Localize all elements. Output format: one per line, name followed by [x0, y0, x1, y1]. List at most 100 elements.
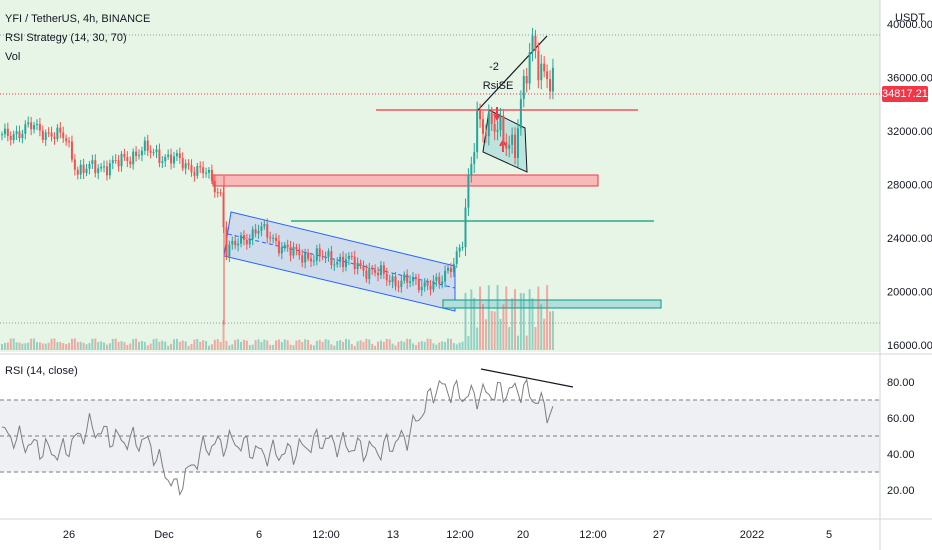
symbol-legend[interactable]: YFI / TetherUS, 4h, BINANCE — [5, 13, 151, 25]
volume-bar — [388, 339, 391, 350]
volume-bar — [68, 342, 71, 350]
volume-bar — [140, 340, 143, 350]
candle-body — [27, 122, 30, 125]
candle-body — [377, 272, 380, 276]
volume-bar — [59, 342, 62, 350]
candle-body — [269, 237, 272, 239]
volume-bar — [403, 341, 406, 350]
candle-body — [33, 125, 36, 130]
volume-bar — [234, 339, 237, 350]
volume-bar — [207, 345, 210, 350]
volume-bar — [283, 339, 286, 350]
volume-legend[interactable]: Vol — [5, 51, 21, 63]
candle-body — [21, 133, 24, 139]
candle-body — [178, 153, 181, 159]
candle-body — [1, 134, 3, 136]
volume-bar — [79, 341, 82, 350]
candle-body — [435, 276, 438, 281]
candle-body — [248, 239, 251, 245]
candle-body — [304, 252, 307, 263]
volume-bar — [170, 343, 173, 350]
candle-body — [225, 227, 228, 257]
candle-body — [406, 274, 409, 283]
volume-bar — [441, 341, 444, 350]
candle-body — [231, 240, 234, 245]
candle-body — [420, 287, 423, 291]
candle-body — [135, 151, 138, 157]
candle-body — [216, 192, 219, 194]
candle-body — [540, 63, 543, 81]
volume-bar — [350, 344, 353, 350]
volume-bar — [196, 338, 199, 350]
volume-bar — [30, 338, 33, 350]
candle-body — [549, 79, 552, 92]
volume-bar — [149, 343, 152, 350]
candle-body — [342, 256, 345, 268]
time-tick-label: Dec — [154, 529, 174, 541]
price-tick-label: 16000.00 — [887, 340, 932, 352]
candle-body — [347, 256, 350, 260]
candle-body — [379, 265, 382, 276]
candle-body — [502, 115, 505, 143]
rsi-legend[interactable]: RSI (14, close) — [5, 365, 78, 377]
candle-body — [353, 256, 356, 270]
time-tick-label: 5 — [826, 529, 832, 541]
rsi-tick-label: 80.00 — [887, 377, 915, 389]
candle-body — [219, 192, 222, 194]
volume-bar — [120, 341, 123, 350]
volume-bar — [105, 344, 108, 350]
volume-bar — [275, 340, 278, 350]
candle-body — [41, 130, 44, 140]
price-tick-label: 32000.00 — [887, 126, 932, 138]
time-tick-label: 12:00 — [312, 529, 340, 541]
volume-bar — [537, 286, 540, 350]
volume-bar — [301, 341, 304, 350]
time-tick-label: 13 — [387, 529, 399, 541]
strategy-legend[interactable]: RSI Strategy (14, 30, 70) — [5, 32, 127, 44]
volume-bar — [70, 338, 73, 350]
rsi-tick-label: 20.00 — [887, 485, 915, 497]
candle-body — [461, 247, 464, 249]
volume-bar — [382, 341, 385, 350]
signal-count: -2 — [489, 61, 499, 73]
candle-body — [414, 276, 417, 280]
volume-bar — [100, 341, 103, 350]
candle-body — [242, 235, 245, 240]
volume-bar — [543, 318, 546, 350]
candle-body — [438, 276, 441, 284]
volume-bar — [76, 342, 79, 350]
volume-bar — [50, 338, 53, 350]
candle-body — [205, 172, 208, 174]
candle-body — [158, 149, 161, 163]
volume-bar — [269, 344, 272, 350]
volume-bar — [167, 345, 170, 350]
volume-bar — [35, 342, 38, 350]
candle-body — [359, 262, 362, 266]
candle-body — [295, 247, 298, 250]
candle-body — [350, 256, 353, 258]
volume-bar — [412, 343, 415, 350]
time-tick-label: 20 — [517, 529, 529, 541]
candle-body — [228, 244, 231, 257]
volume-bar — [546, 285, 549, 350]
volume-bar — [551, 311, 554, 350]
price-tick-label: 40000.00 — [887, 19, 932, 31]
time-tick-label: 26 — [63, 529, 75, 541]
candle-body — [324, 256, 327, 258]
candle-body — [446, 267, 449, 271]
volume-bars — [1, 285, 554, 350]
candle-body — [473, 152, 476, 164]
candle-body — [499, 115, 502, 130]
candle-body — [202, 167, 205, 174]
candle-body — [254, 229, 257, 234]
volume-bar — [438, 342, 441, 350]
volume-bar — [181, 340, 184, 350]
volume-bar — [6, 342, 9, 350]
candle-body — [432, 280, 435, 290]
candle-body — [97, 168, 100, 174]
candle-body — [330, 251, 333, 265]
candle-body — [24, 124, 27, 134]
candle-body — [490, 112, 493, 124]
